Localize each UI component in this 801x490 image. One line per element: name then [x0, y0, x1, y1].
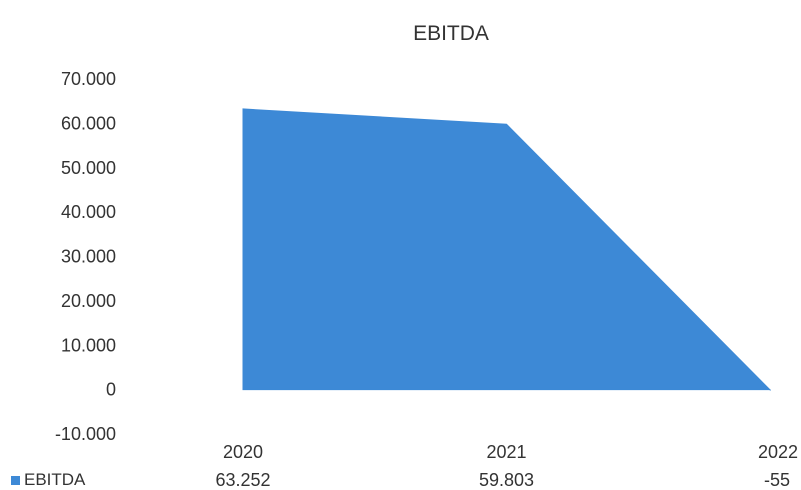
x-category-label: 2021 — [486, 442, 526, 462]
y-tick-label: 30.000 — [61, 247, 116, 267]
y-tick-label: 50.000 — [61, 158, 116, 178]
y-axis: -10.000 0 10.000 20.000 30.000 40.000 50.000 60… — [55, 69, 116, 444]
chart-title: EBITDA — [413, 22, 489, 45]
x-axis: 2020 2021 2022 — [223, 442, 798, 462]
y-tick-label: 40.000 — [61, 202, 116, 222]
y-tick-label: 20.000 — [61, 291, 116, 311]
legend-swatch — [11, 476, 20, 485]
y-tick-label: -10.000 — [55, 424, 116, 444]
plot-area — [242, 108, 771, 392]
y-tick-label: 70.000 — [61, 69, 116, 89]
x-category-label: 2020 — [223, 442, 263, 462]
y-tick-label: 10.000 — [61, 335, 116, 355]
data-table-value: -55 — [764, 470, 790, 490]
data-table: EBITDA 63.252 59.803 -55 — [11, 470, 790, 490]
data-table-value: 63.252 — [215, 470, 270, 490]
y-tick-label: 60.000 — [61, 113, 116, 133]
x-category-label: 2022 — [758, 442, 798, 462]
legend-series-name: EBITDA — [24, 470, 86, 489]
y-tick-label: 0 — [106, 380, 116, 400]
area-series-ebitda — [242, 108, 771, 392]
data-table-value: 59.803 — [479, 470, 534, 490]
